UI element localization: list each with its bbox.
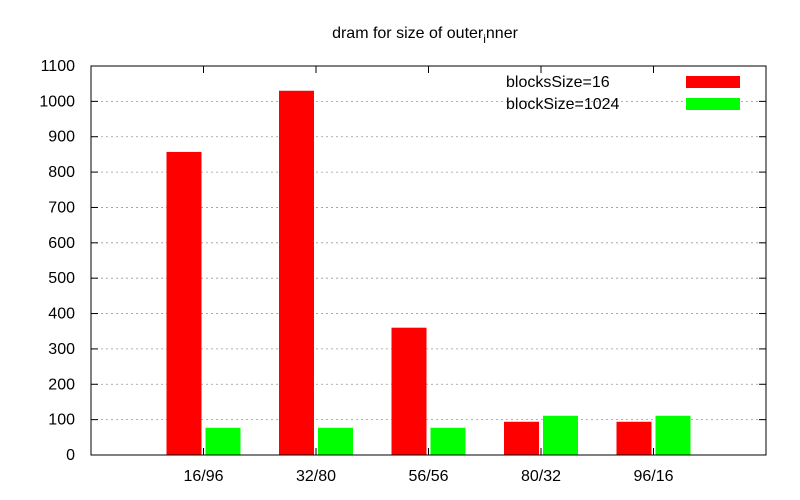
x-tick-label: 16/96 [183, 468, 223, 485]
y-tick-label: 300 [48, 341, 75, 358]
y-tick-label: 900 [48, 129, 75, 146]
legend: blocksSize=16 blockSize=1024 [506, 74, 740, 113]
bar-blocksize-1024-56-56 [430, 427, 466, 455]
y-tick-label: 600 [48, 235, 75, 252]
bar-blocksize-1024-80-32 [543, 415, 578, 455]
bars [166, 90, 691, 455]
y-tick-label: 100 [48, 412, 75, 429]
bar-blocksize-1024-96-16 [655, 415, 691, 455]
bar-blocksize-16-16-96 [166, 151, 202, 455]
bar-blocksize-16-56-56 [391, 327, 427, 455]
y-tick-label: 700 [48, 199, 75, 216]
x-axis: 16/96 32/80 56/56 80/32 96/16 [183, 66, 674, 485]
chart-title-suffix: nner [486, 25, 519, 42]
x-tick-label: 56/56 [408, 468, 448, 485]
y-tick-label: 200 [48, 376, 75, 393]
bar-blocksize-16-96-16 [616, 421, 652, 455]
legend-swatch [686, 98, 740, 110]
y-tick-label: 1000 [39, 93, 75, 110]
x-tick-label: 32/80 [296, 468, 336, 485]
plot-frame [90, 65, 767, 456]
y-tick-label: 400 [48, 306, 75, 323]
y-tick-label: 800 [48, 164, 75, 181]
legend-swatch [686, 76, 740, 88]
bar-blocksize-1024-32-80 [318, 427, 353, 455]
y-axis: 0 100 200 300 400 500 600 700 800 900 1000 1100 [39, 58, 766, 464]
chart-title-subscript: i [483, 32, 486, 46]
y-tick-label: 500 [48, 270, 75, 287]
legend-label: blockSize=1024 [506, 96, 620, 113]
legend-label: blocksSize=16 [506, 74, 610, 91]
y-tick-label: 0 [66, 447, 75, 464]
bar-blocksize-16-80-32 [504, 421, 539, 455]
y-tick-label: 1100 [41, 58, 76, 75]
x-tick-label: 80/32 [521, 468, 561, 485]
chart-title: dram for size of outerinner [332, 25, 519, 46]
bar-blocksize-1024-16-96 [205, 427, 241, 455]
x-tick-label: 96/16 [633, 468, 673, 485]
bar-blocksize-16-32-80 [279, 90, 314, 455]
chart-title-main: dram for size of outer [332, 25, 484, 42]
